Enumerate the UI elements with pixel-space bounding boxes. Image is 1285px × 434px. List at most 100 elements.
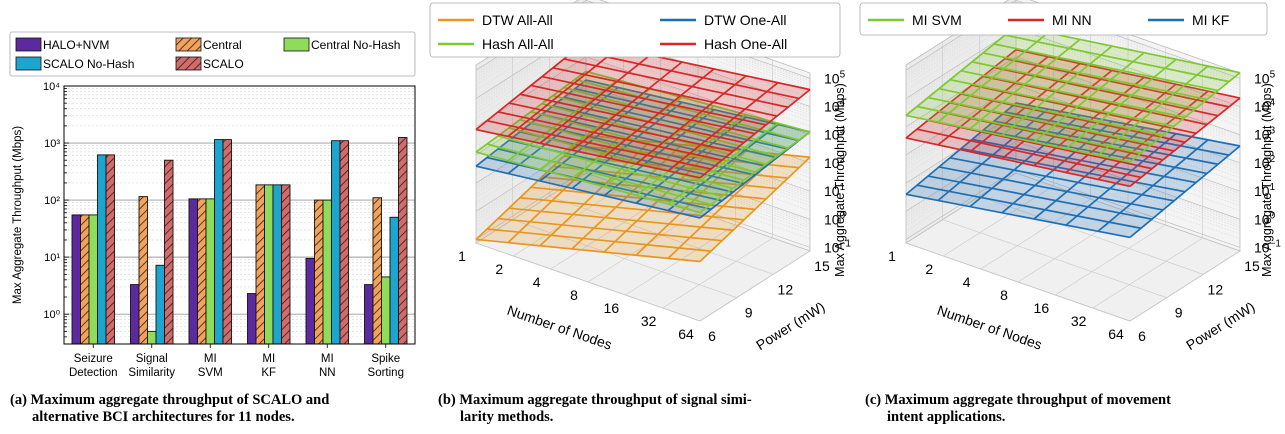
- surface-wire: [486, 119, 712, 170]
- y-grid-line: [905, 65, 1131, 322]
- y-tick-label: 12: [778, 281, 794, 297]
- bar: [305, 257, 315, 345]
- bar: [364, 284, 374, 345]
- y-tick-label: 9: [1175, 305, 1183, 321]
- y-tick-label: 9: [745, 305, 753, 321]
- bar: [381, 276, 391, 345]
- surface-wire: [530, 122, 756, 176]
- surface-wire: [530, 84, 756, 135]
- surface-wire: [1015, 102, 1241, 147]
- x-tick-label: 16: [604, 300, 620, 316]
- bar: [164, 159, 174, 345]
- caption-c-line1: Maximum aggregate throughput of movement: [884, 392, 1171, 408]
- caption-c-line2: intent applications.: [887, 409, 1006, 425]
- surface-wire: [475, 128, 701, 179]
- caption-a-line2: alternative BCI architectures for 11 nod…: [32, 409, 295, 425]
- legend-box: [429, 2, 841, 58]
- caption-a-label: (a): [10, 392, 27, 408]
- surface-wire: [960, 69, 1186, 119]
- legend-swatch: [15, 56, 42, 71]
- legend-label: SCALO: [203, 57, 244, 71]
- surface-wire: [508, 207, 734, 232]
- bar: [197, 198, 207, 345]
- bar: [188, 198, 198, 345]
- panel-c: 1 2 4 8 16 32 64 6 9 12 15 10−1 100 101 102 103 104 105 Nu…: [848, 0, 1285, 390]
- surface-wire: [971, 138, 1197, 184]
- x-tick-label: 1: [458, 248, 466, 264]
- bar: [130, 284, 140, 345]
- caption-b: (b) Maximum aggregate throughput of sign…: [438, 392, 752, 426]
- surface-wire: [497, 111, 723, 162]
- x-tick-label: KF: [261, 367, 276, 379]
- caption-b-line1: Maximum aggregate throughput of signal s…: [459, 392, 752, 408]
- x-tick-label: MI: [321, 353, 334, 365]
- y-tick-label: 10²: [44, 195, 60, 207]
- x-tick-label: MI: [204, 353, 217, 365]
- x-tick-label: SVM: [198, 367, 223, 379]
- caption-c-label: (c): [865, 392, 882, 408]
- surface-wire: [552, 105, 778, 159]
- y-tick-label: 6: [708, 328, 716, 344]
- z-tick-label: 101: [824, 182, 846, 199]
- surface-wire: [916, 128, 1142, 179]
- legend-label: SCALO No-Hash: [43, 57, 134, 71]
- surface-wire: [497, 217, 723, 242]
- surface-wire: [971, 84, 1197, 135]
- surface-wire: [993, 43, 1219, 92]
- caption-a-line1: Maximum aggregate throughput of SCALO an…: [30, 392, 330, 408]
- z-tick-label: 103: [1254, 126, 1276, 143]
- z-tick-label: 100: [1254, 210, 1276, 227]
- bar: [147, 330, 157, 345]
- x-tick-label: Signal: [136, 353, 168, 365]
- legend-label: MI SVM: [912, 12, 962, 28]
- panel-a: 10⁰ 10¹ 10² 10³ 10⁴ Max Aggregate Throughput …: [0, 0, 435, 390]
- surface-wire: [1004, 57, 1230, 108]
- surface-wire: [938, 166, 1164, 211]
- z-axis-label: Max Aggregate Throughput (Mbps): [1260, 83, 1274, 277]
- surface-wire: [1015, 48, 1241, 99]
- y-tick-label: 10⁴: [43, 81, 60, 93]
- surface-wire: [585, 70, 811, 133]
- surface-wire: [574, 78, 800, 141]
- caption-b-line2: larity methods.: [460, 409, 554, 425]
- surface-wire: [530, 110, 756, 174]
- z-tick-label: 105: [824, 69, 846, 86]
- bar: [97, 154, 107, 345]
- x-tick-label: 4: [533, 274, 541, 290]
- surface-wire: [905, 114, 1131, 163]
- bar: [255, 184, 265, 345]
- bar: [372, 197, 382, 345]
- bar: [71, 214, 81, 345]
- x-tick-label: 2: [495, 261, 503, 277]
- surface-wire: [1004, 34, 1230, 83]
- x-tick-label: Seizure: [74, 353, 113, 365]
- caption-b-label: (b): [438, 392, 456, 408]
- surface-wire: [552, 66, 778, 117]
- y-grid-line: [979, 18, 1204, 275]
- panel-b: 1 2 4 8 16 32 64 6 9 12 15 10−1 100 101 102 103 104 105 Nu…: [418, 0, 858, 390]
- bar: [247, 293, 257, 345]
- bar: [222, 139, 232, 345]
- surface-wire: [508, 102, 734, 153]
- legend-swatch: [283, 37, 310, 52]
- legend-label: Central: [203, 38, 242, 52]
- surface-wire: [982, 129, 1208, 175]
- surface-wire: [927, 175, 1153, 220]
- legend-swatch: [15, 37, 42, 52]
- x-tick-label: 8: [1000, 287, 1008, 303]
- surface-wire: [563, 58, 789, 109]
- z-tick-label: 104: [824, 98, 846, 115]
- y-tick-label: 10³: [44, 138, 60, 150]
- y-tick-label: 6: [1138, 328, 1146, 344]
- x-axis-label: Number of Nodes: [505, 302, 614, 353]
- x-tick-label: Similarity: [128, 367, 175, 379]
- y-tick-label: 12: [1208, 281, 1224, 297]
- z-tick-label: 10−1: [1254, 238, 1281, 255]
- surface-wire: [574, 87, 800, 142]
- legend: MI SVM MI NN MI KF: [859, 2, 1268, 36]
- y-tick-label: 15: [814, 258, 830, 274]
- z-tick-label: 10−1: [824, 238, 851, 255]
- surface-wire: [949, 156, 1175, 202]
- surface-wire: [486, 143, 712, 206]
